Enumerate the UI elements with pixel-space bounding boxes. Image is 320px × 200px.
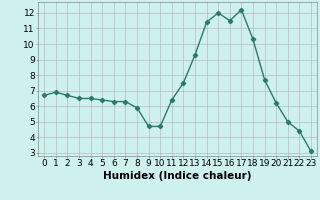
X-axis label: Humidex (Indice chaleur): Humidex (Indice chaleur) [103,171,252,181]
